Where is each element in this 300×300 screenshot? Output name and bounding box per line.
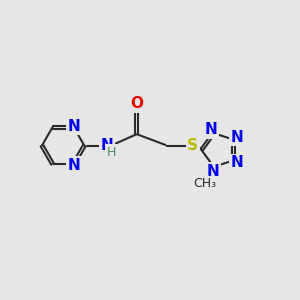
Text: N: N bbox=[205, 122, 218, 137]
Text: H: H bbox=[106, 146, 116, 159]
Text: S: S bbox=[187, 138, 198, 153]
Text: N: N bbox=[231, 155, 243, 170]
Text: N: N bbox=[68, 118, 81, 134]
Text: N: N bbox=[231, 130, 243, 145]
Text: O: O bbox=[130, 96, 143, 111]
Text: N: N bbox=[207, 164, 220, 179]
Text: N: N bbox=[101, 138, 114, 153]
Text: CH₃: CH₃ bbox=[193, 177, 216, 190]
Text: N: N bbox=[68, 158, 81, 172]
